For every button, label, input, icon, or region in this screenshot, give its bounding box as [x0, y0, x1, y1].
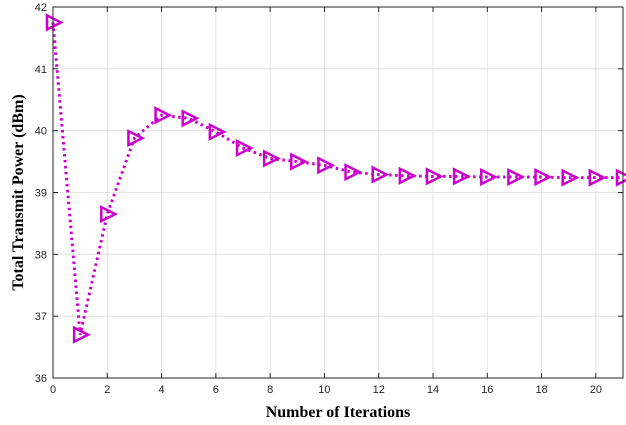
series-0 — [45, 13, 626, 344]
data-point-marker — [290, 152, 309, 171]
x-tick-label: 8 — [267, 384, 273, 396]
data-point-marker — [100, 205, 119, 224]
y-tick-label: 41 — [35, 64, 47, 76]
x-tick-label: 4 — [159, 384, 165, 396]
x-tick-label: 20 — [590, 384, 602, 396]
y-tick-label: 42 — [35, 2, 47, 14]
grid — [52, 6, 623, 379]
y-tick-label: 36 — [35, 373, 47, 385]
x-tick-label: 14 — [427, 384, 439, 396]
y-tick-label: 38 — [35, 249, 47, 261]
data-point-marker — [561, 168, 580, 187]
y-tick-label: 39 — [35, 188, 47, 200]
data-point-marker — [534, 168, 553, 187]
x-axis-title: Number of Iterations — [266, 404, 411, 421]
data-point-marker — [317, 156, 336, 175]
series-layer — [45, 13, 626, 344]
x-ticks: 0 2 4 6 8 10 12 14 16 18 20 — [50, 7, 602, 396]
x-tick-label: 12 — [373, 384, 385, 396]
data-point-marker — [154, 106, 173, 125]
y-tick-label: 37 — [35, 311, 47, 323]
data-point-marker — [235, 138, 254, 158]
data-point-marker — [425, 167, 444, 186]
data-point-marker — [127, 129, 146, 148]
data-point-marker — [344, 163, 363, 182]
data-point-marker — [452, 167, 471, 186]
y-tick-label: 40 — [35, 126, 47, 138]
data-point-marker — [262, 149, 281, 168]
x-tick-label: 6 — [213, 384, 219, 396]
y-ticks: 36 37 38 39 40 41 42 — [35, 2, 623, 385]
y-axis-title: Total Transmit Power (dBm) — [10, 94, 27, 290]
x-tick-label: 10 — [318, 384, 330, 396]
data-point-marker — [72, 325, 91, 344]
data-point-marker — [480, 168, 499, 187]
series-line — [51, 22, 623, 336]
data-point-marker — [181, 109, 200, 128]
x-tick-label: 2 — [104, 384, 110, 396]
data-point-marker — [615, 168, 626, 187]
data-point-marker — [45, 13, 64, 32]
data-point-marker — [208, 122, 227, 141]
x-tick-label: 18 — [535, 384, 547, 396]
data-point-marker — [588, 168, 607, 187]
x-tick-label: 16 — [481, 384, 493, 396]
data-point-marker — [371, 165, 390, 184]
data-point-marker — [398, 166, 417, 185]
data-point-marker — [507, 168, 526, 187]
x-tick-label: 0 — [50, 384, 56, 396]
